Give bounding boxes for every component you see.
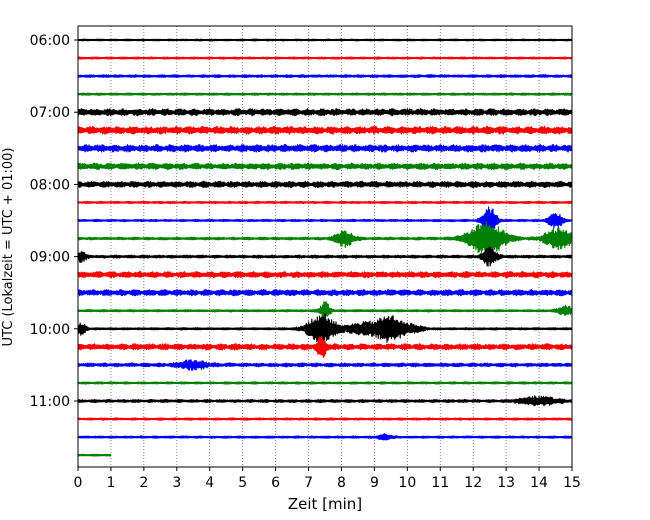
y-tick-label-08:00: 08:00 [30,177,70,193]
x-tick-label-15: 15 [563,475,581,491]
x-tick-label-4: 4 [205,475,214,491]
x-tick-label-12: 12 [464,475,482,491]
x-tick-label-7: 7 [304,475,313,491]
y-tick-label-10:00: 10:00 [30,322,70,338]
y-axis-label: UTC (Lokalzeit = UTC + 01:00) [1,148,16,347]
x-tick-label-3: 3 [172,475,181,491]
x-axis: 0 1 2 3 4 5 6 7 8 9 10 11 12 13 14 15 [74,467,581,491]
x-tick-label-13: 13 [497,475,515,491]
x-tick-label-1: 1 [106,475,115,491]
x-tick-label-0: 0 [74,475,83,491]
y-tick-label-07:00: 07:00 [30,105,70,121]
y-tick-label-06:00: 06:00 [30,33,70,49]
x-tick-label-10: 10 [398,475,416,491]
trace-0745 [77,162,573,171]
traces [77,38,573,457]
x-axis-label: Zeit [min] [288,495,362,513]
y-axis: 06:00 07:00 08:00 09:00 10:00 11:00 [30,33,78,410]
y-tick-label-11:00: 11:00 [30,394,70,410]
plot-frame [77,25,573,468]
trace-1015 [77,335,573,358]
trace-1030 [77,359,573,371]
trace-0800 [77,180,573,189]
y-tick-label-09:00: 09:00 [30,250,70,266]
trace-0715 [77,125,573,135]
x-tick-label-2: 2 [139,475,148,491]
trace-0915 [77,270,573,279]
trace-0700 [77,108,573,117]
trace-0730 [77,143,573,153]
x-tick-label-14: 14 [530,475,548,491]
x-tick-label-8: 8 [337,475,346,491]
x-tick-label-9: 9 [370,475,379,491]
x-tick-label-11: 11 [431,475,449,491]
trace-0930 [77,289,573,297]
x-tick-label-5: 5 [238,475,247,491]
x-tick-label-6: 6 [271,475,280,491]
